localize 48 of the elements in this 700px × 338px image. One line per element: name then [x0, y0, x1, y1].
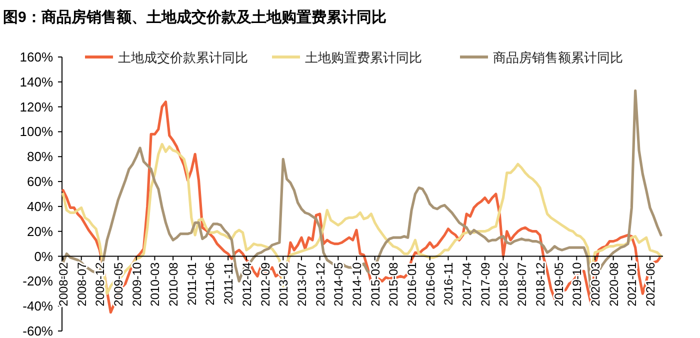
y-tick-label: 140%	[20, 74, 54, 90]
x-tick-label: 2016-06	[423, 262, 438, 306]
y-tick-label: 120%	[20, 99, 54, 114]
x-tick-label: 2012-04	[240, 262, 254, 306]
x-tick-label: 2020-03	[588, 262, 602, 306]
x-tick-label: 2016-01	[405, 262, 420, 306]
x-tick-label: 2011-01	[184, 262, 199, 306]
y-tick-label: 80%	[26, 149, 54, 164]
y-tick-label: 160%	[20, 50, 54, 64]
x-tick-label: 2019-05	[552, 262, 566, 306]
x-tick-label: 2017-09	[478, 262, 492, 306]
x-tick-label: 2017-04	[460, 262, 474, 306]
x-tick-label: 2011-11	[222, 262, 236, 305]
x-tick-label: 2012-09	[258, 262, 272, 306]
x-tick-label: 2014-10	[350, 262, 364, 306]
x-tick-label: 2015-03	[368, 262, 382, 306]
x-tick-label: 2008-12	[93, 262, 108, 306]
y-tick-label: 60%	[26, 174, 54, 190]
x-tick-label: 2010-03	[148, 262, 162, 306]
y-tick-label: 40%	[26, 198, 54, 214]
x-tick-label: 2014-05	[332, 262, 346, 306]
legend-label: 商品房销售额累计同比	[493, 50, 623, 65]
y-tick-label: -40%	[22, 298, 54, 314]
y-tick-label: 0%	[34, 248, 54, 264]
x-tick-label: 2008-07	[74, 262, 89, 306]
x-tick-label: 2011-06	[203, 262, 218, 306]
y-tick-label: 20%	[26, 224, 54, 239]
x-tick-label: 2013-07	[294, 262, 309, 306]
x-tick-label: 2009-05	[112, 262, 126, 306]
x-tick-label: 2019-10	[570, 262, 584, 306]
x-tick-label: 2021-06	[643, 262, 658, 306]
legend-label: 土地购置费累计同比	[305, 50, 422, 65]
x-tick-label: 2013-12	[313, 262, 328, 306]
x-tick-label: 2015-08	[386, 262, 401, 306]
x-tick-label: 2018-02	[496, 262, 511, 306]
y-tick-label: 100%	[20, 124, 54, 140]
x-tick-label: 2018-12	[533, 262, 548, 306]
x-tick-label: 2020-08	[606, 262, 621, 306]
x-tick-label: 2010-08	[166, 262, 181, 306]
x-tick-label: 2018-07	[515, 262, 530, 306]
x-tick-label: 2016-11	[442, 262, 456, 306]
legend-label: 土地成交价款累计同比	[118, 50, 248, 65]
y-tick-label: -60%	[22, 324, 54, 338]
y-tick-label: -20%	[22, 274, 54, 289]
x-tick-label: 2009-10	[130, 262, 144, 306]
x-tick-label: 2013-02	[276, 262, 291, 306]
x-tick-label: 2021-01	[625, 262, 640, 306]
title: 图9：商品房销售额、土地成交价款及土地购置费累计同比	[3, 9, 386, 26]
